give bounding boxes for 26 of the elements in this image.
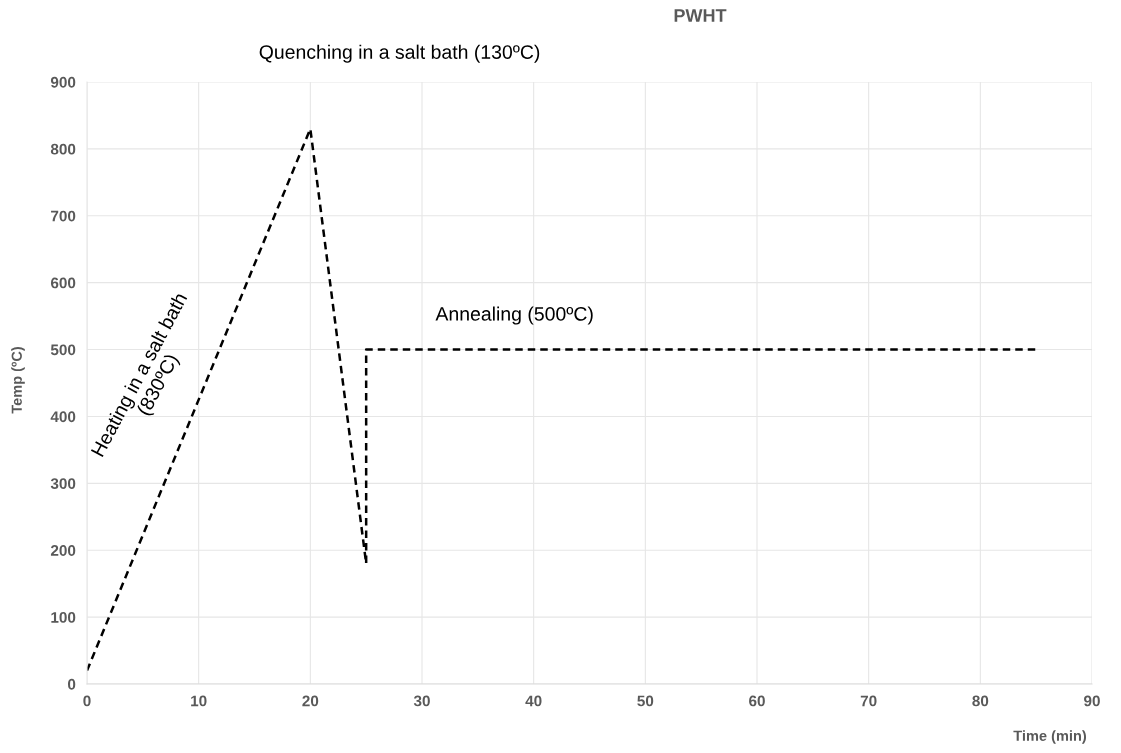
x-tick-label: 0 xyxy=(83,695,91,707)
y-tick-label: 800 xyxy=(50,143,76,155)
x-tick-label: 50 xyxy=(637,695,654,707)
y-tick-label: 0 xyxy=(68,678,76,690)
y-tick-label: 700 xyxy=(51,210,76,222)
x-tick-label: 10 xyxy=(191,695,207,707)
y-tick-label: 600 xyxy=(50,277,76,289)
x-tick-label: 40 xyxy=(525,695,542,707)
chart-title: PWHT xyxy=(674,9,727,22)
annotation: Annealing (500ºC) xyxy=(435,306,593,325)
x-tick-label: 60 xyxy=(749,695,765,707)
y-tick-label: 100 xyxy=(51,611,76,623)
text: Quenching in a salt bath (130ºC) xyxy=(259,44,540,63)
y-axis-title: Temp (ºC) xyxy=(11,347,25,414)
y-tick-label: 400 xyxy=(50,411,76,423)
x-tick-label: 30 xyxy=(413,695,430,707)
x-axis-title: Time (min) xyxy=(1013,730,1087,744)
line-series xyxy=(87,127,1038,672)
x-tick-label: 20 xyxy=(302,695,319,707)
y-tick-label: 200 xyxy=(50,545,76,556)
y-tick-label: 500 xyxy=(50,344,76,356)
y-tick-label: 900 xyxy=(50,76,76,88)
x-tick-label: 80 xyxy=(972,695,989,707)
y-tick-label: 300 xyxy=(50,478,76,490)
x-tick-label: 70 xyxy=(860,695,877,707)
x-tick-label: 90 xyxy=(1084,695,1100,707)
